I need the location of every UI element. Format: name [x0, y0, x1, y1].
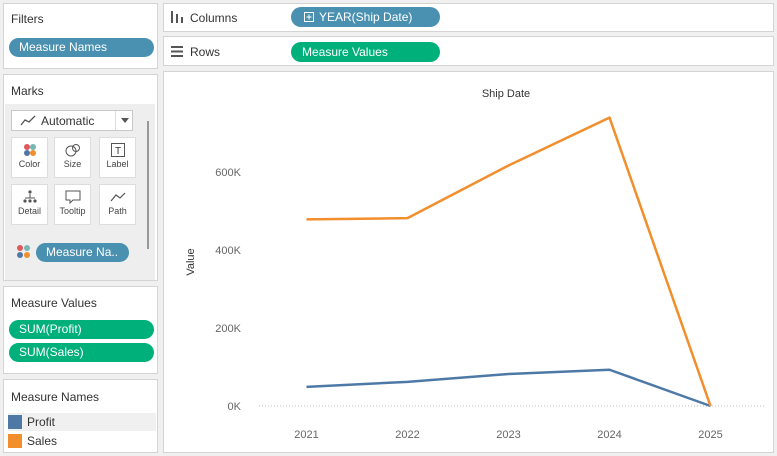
data-point-sales[interactable] [405, 215, 411, 221]
data-point-profit[interactable] [405, 379, 411, 385]
y-tick-label: 200K [215, 323, 241, 335]
detail-button-label: Detail [17, 206, 41, 216]
legend-title: Measure Names [11, 390, 100, 404]
series-line-sales[interactable] [306, 116, 712, 407]
columns-pill-label: YEAR(Ship Date) [319, 10, 413, 24]
y-axis-label: Value [185, 248, 197, 275]
data-point-sales[interactable] [304, 216, 310, 222]
mark-type-divider [115, 111, 116, 130]
x-tick-label: 2021 [294, 429, 318, 441]
legend-item-sales[interactable]: Sales [8, 432, 156, 450]
data-point-profit[interactable] [506, 371, 512, 377]
detail-icon [22, 190, 37, 203]
color-measure-names-pill[interactable]: Measure Na.. [36, 243, 129, 262]
series-line-profit[interactable] [306, 368, 711, 408]
x-tick-label: 2023 [496, 429, 520, 441]
size-button-label: Size [63, 159, 82, 169]
mark-type-dropdown[interactable]: Automatic [11, 110, 133, 131]
tooltip-button-label: Tooltip [59, 206, 86, 216]
rows-icon [171, 46, 183, 57]
legend-card: Measure Names Profit Sales [3, 379, 158, 453]
size-button[interactable]: Size [54, 137, 91, 178]
marks-title: Marks [11, 84, 44, 98]
data-point-sales[interactable] [708, 403, 714, 409]
label-button-label: Label [106, 159, 129, 169]
columns-label: Columns [190, 11, 238, 25]
path-button[interactable]: Path [99, 184, 136, 225]
x-tick-label: 2024 [597, 429, 621, 441]
filters-title: Filters [11, 12, 44, 26]
color-icon [23, 144, 36, 156]
chart-view: Ship Date Value 0K 200K 400K 600K 2021 2022 2… [163, 71, 774, 453]
color-button[interactable]: Color [11, 137, 48, 178]
legend-item-profit[interactable]: Profit [8, 413, 156, 431]
tooltip-icon [65, 190, 80, 204]
label-icon: T [110, 143, 125, 157]
columns-shelf: Columns YEAR(Ship Date) [163, 3, 774, 32]
x-tick-label: 2022 [395, 429, 419, 441]
chevron-down-icon [121, 118, 129, 123]
mark-type-label: Automatic [41, 114, 95, 128]
path-icon [110, 192, 125, 202]
detail-button[interactable]: Detail [11, 184, 48, 225]
color-icon [17, 245, 30, 258]
columns-icon [171, 11, 183, 23]
measure-pill-sum-sales[interactable]: SUM(Sales) [9, 343, 154, 362]
size-icon [65, 144, 80, 157]
marks-scrollbar[interactable] [147, 121, 149, 249]
expand-icon [304, 12, 314, 22]
rows-label: Rows [190, 45, 221, 59]
measure-values-card: Measure Values SUM(Profit) SUM(Sales) [3, 286, 158, 374]
line-mark-icon [20, 115, 36, 126]
rows-pill-measure-values[interactable]: Measure Values [291, 42, 440, 62]
marks-card: Marks Automatic Color Size T Label Detai… [3, 74, 158, 281]
data-point-profit[interactable] [607, 367, 613, 373]
x-tick-label: 2025 [698, 429, 722, 441]
measure-values-title: Measure Values [11, 296, 97, 310]
y-tick-label: 0K [228, 401, 242, 413]
rows-shelf: Rows Measure Values [163, 36, 774, 66]
color-button-label: Color [18, 159, 41, 169]
y-tick-label: 400K [215, 245, 241, 257]
columns-pill-year-ship-date[interactable]: YEAR(Ship Date) [291, 7, 440, 27]
legend-swatch-sales [8, 434, 22, 448]
line-chart[interactable]: Ship Date Value 0K 200K 400K 600K 2021 2022 2… [164, 72, 775, 454]
legend-label-sales: Sales [27, 434, 58, 448]
label-button[interactable]: T Label [99, 137, 136, 178]
measure-pill-sum-profit[interactable]: SUM(Profit) [9, 320, 154, 339]
legend-swatch-profit [8, 415, 22, 429]
tooltip-button[interactable]: Tooltip [54, 184, 91, 225]
data-point-sales[interactable] [506, 163, 512, 169]
filter-pill-measure-names[interactable]: Measure Names [9, 38, 154, 57]
legend-label-profit: Profit [27, 415, 56, 429]
data-point-profit[interactable] [304, 384, 310, 390]
svg-text:T: T [114, 146, 120, 157]
data-point-sales[interactable] [607, 115, 613, 121]
filters-card: Filters Measure Names [3, 3, 158, 69]
chart-title: Ship Date [482, 88, 530, 100]
path-button-label: Path [108, 206, 127, 216]
y-tick-label: 600K [215, 167, 241, 179]
